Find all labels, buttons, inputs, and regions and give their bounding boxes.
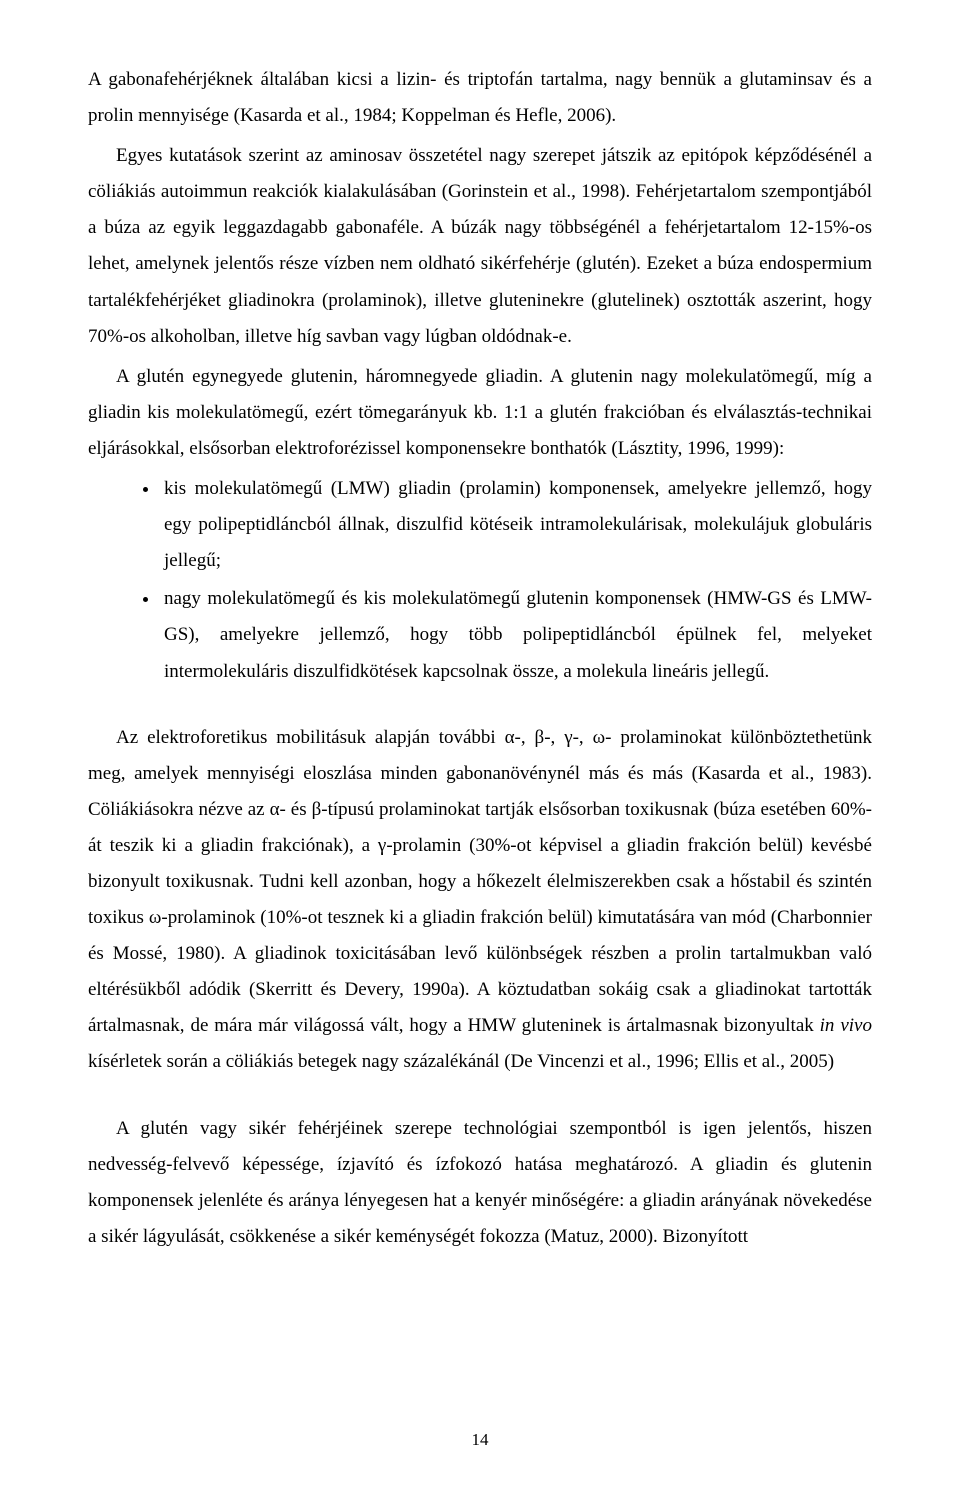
page-number-text: 14 [472,1430,489,1449]
paragraph-2: Egyes kutatások szerint az aminosav össz… [88,138,872,355]
page-number: 14 [0,1430,960,1450]
paragraph-4-italic: in vivo [820,1015,872,1036]
bullet-list: kis molekulatömegű (LMW) gliadin (prolam… [88,471,872,690]
page-container: A gabonafehérjéknek általában kicsi a li… [0,0,960,1486]
bullet-item-2: nagy molekulatömegű és kis molekulatömeg… [160,581,872,689]
paragraph-2-text: Egyes kutatások szerint az aminosav össz… [88,145,872,346]
spacer-2 [88,1085,872,1111]
paragraph-1: A gabonafehérjéknek általában kicsi a li… [88,62,872,134]
paragraph-3-text: A glutén egynegyede glutenin, háromnegye… [88,366,872,459]
bullet-1-text: kis molekulatömegű (LMW) gliadin (prolam… [164,478,872,571]
paragraph-5-text: A glutén vagy sikér fehérjéinek szerepe … [88,1118,872,1247]
bullet-item-1: kis molekulatömegű (LMW) gliadin (prolam… [160,471,872,579]
paragraph-4: Az elektroforetikus mobilitásuk alapján … [88,720,872,1081]
paragraph-5: A glutén vagy sikér fehérjéinek szerepe … [88,1111,872,1255]
paragraph-4-post: kísérletek során a cöliákiás betegek nag… [88,1051,834,1072]
paragraph-4-pre: Az elektroforetikus mobilitásuk alapján … [88,727,872,1037]
spacer-1 [88,694,872,720]
bullet-2-text: nagy molekulatömegű és kis molekulatömeg… [164,588,872,681]
paragraph-1-text: A gabonafehérjéknek általában kicsi a li… [88,69,872,126]
paragraph-3: A glutén egynegyede glutenin, háromnegye… [88,359,872,467]
